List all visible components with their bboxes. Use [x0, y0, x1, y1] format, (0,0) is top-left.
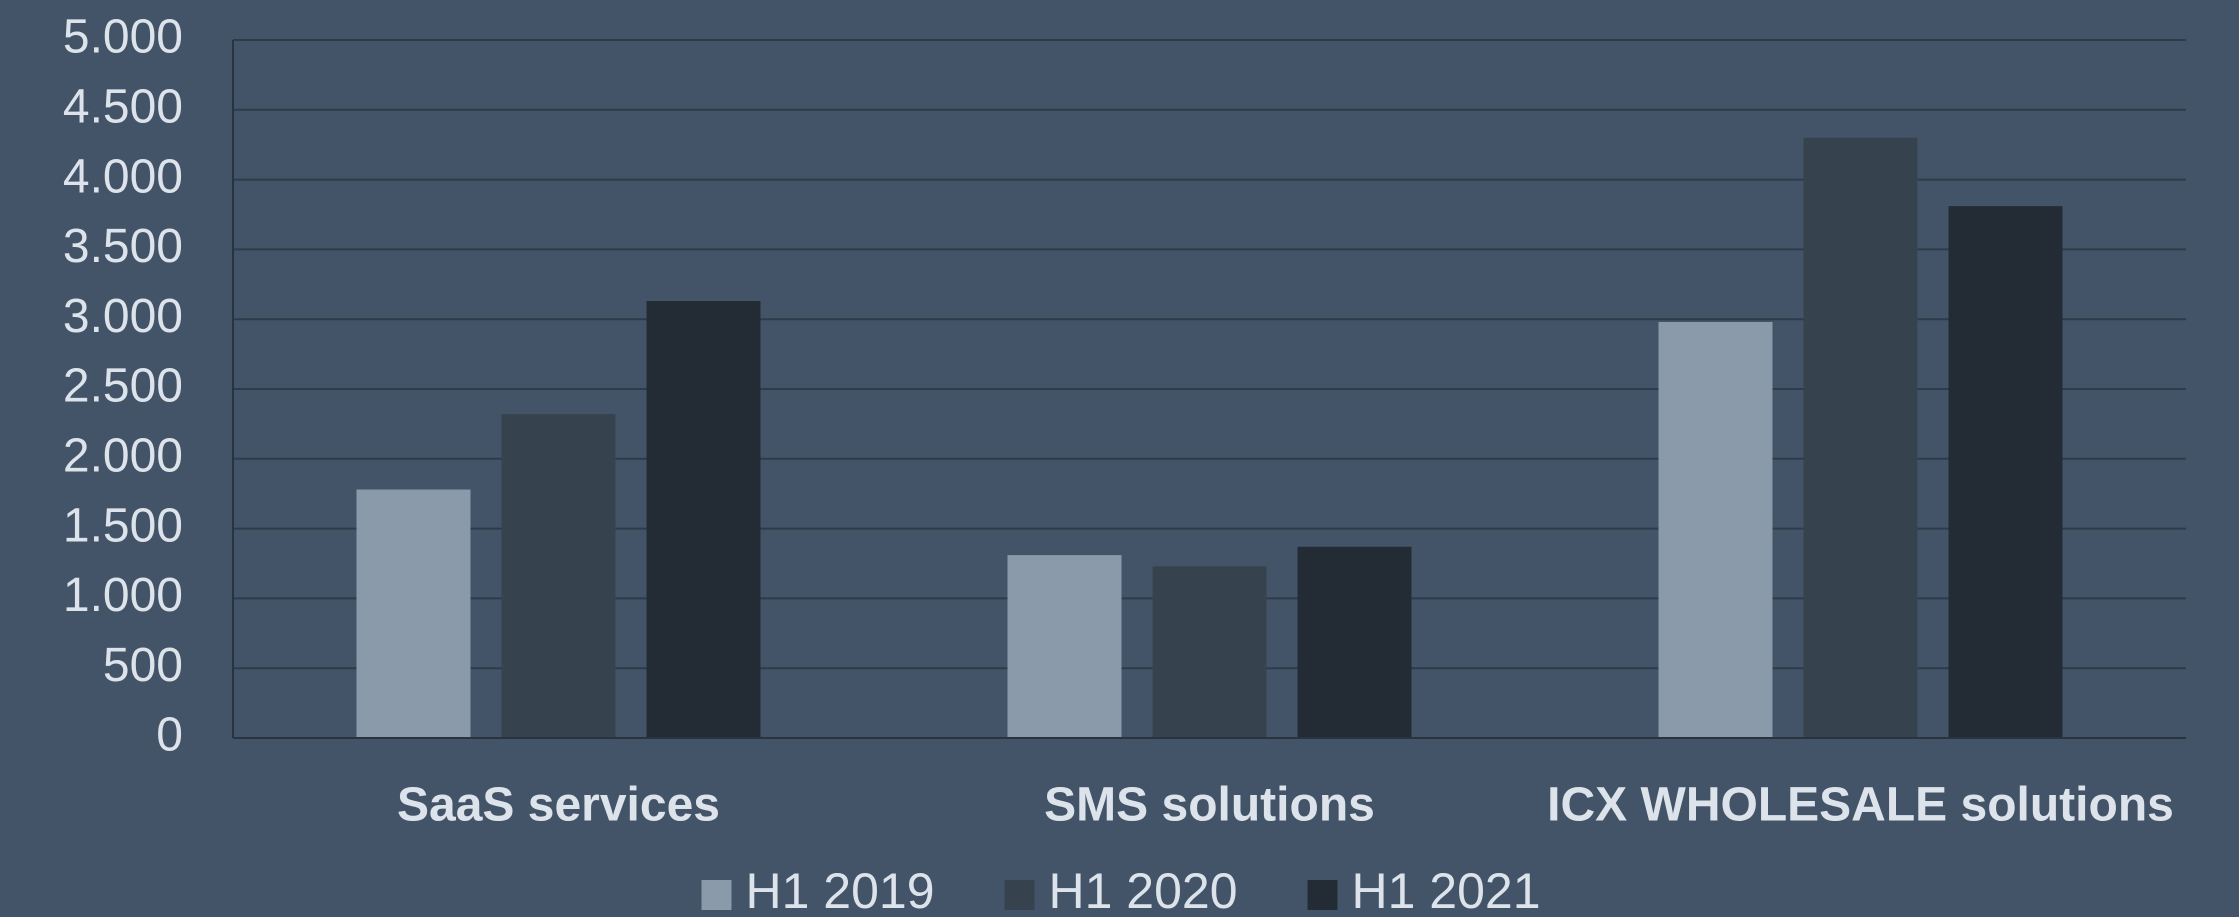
y-tick-label: 0	[156, 709, 183, 762]
bar	[501, 414, 616, 738]
y-tick-label: 5.000	[63, 11, 183, 64]
y-tick-label: 4.000	[63, 150, 183, 203]
legend-swatch	[1004, 880, 1035, 910]
y-tick-label: 2.500	[63, 360, 183, 413]
y-tick-label: 500	[103, 639, 183, 692]
y-tick-label: 3.500	[63, 220, 183, 273]
legend-label: H1 2021	[1352, 863, 1541, 917]
x-tick-label: SaaS services	[397, 779, 720, 832]
legend-swatch	[701, 880, 732, 910]
legend-label: H1 2020	[1049, 863, 1238, 917]
y-tick-label: 2.000	[63, 429, 183, 482]
bar	[1948, 206, 2063, 738]
x-tick-label: ICX WHOLESALE solutions	[1547, 779, 2174, 832]
y-tick-label: 3.000	[63, 290, 183, 343]
legend-swatch	[1307, 880, 1338, 910]
bar	[1152, 566, 1267, 738]
x-tick-label: SMS solutions	[1044, 779, 1375, 832]
bar	[1297, 546, 1412, 738]
bar	[1658, 321, 1773, 738]
bar	[646, 301, 761, 738]
y-tick-label: 1.000	[63, 569, 183, 622]
bar	[1803, 137, 1918, 739]
bar	[356, 489, 471, 738]
bar	[1007, 555, 1122, 738]
y-tick-label: 1.500	[63, 499, 183, 552]
legend-label: H1 2019	[746, 863, 935, 917]
y-tick-label: 4.500	[63, 80, 183, 133]
